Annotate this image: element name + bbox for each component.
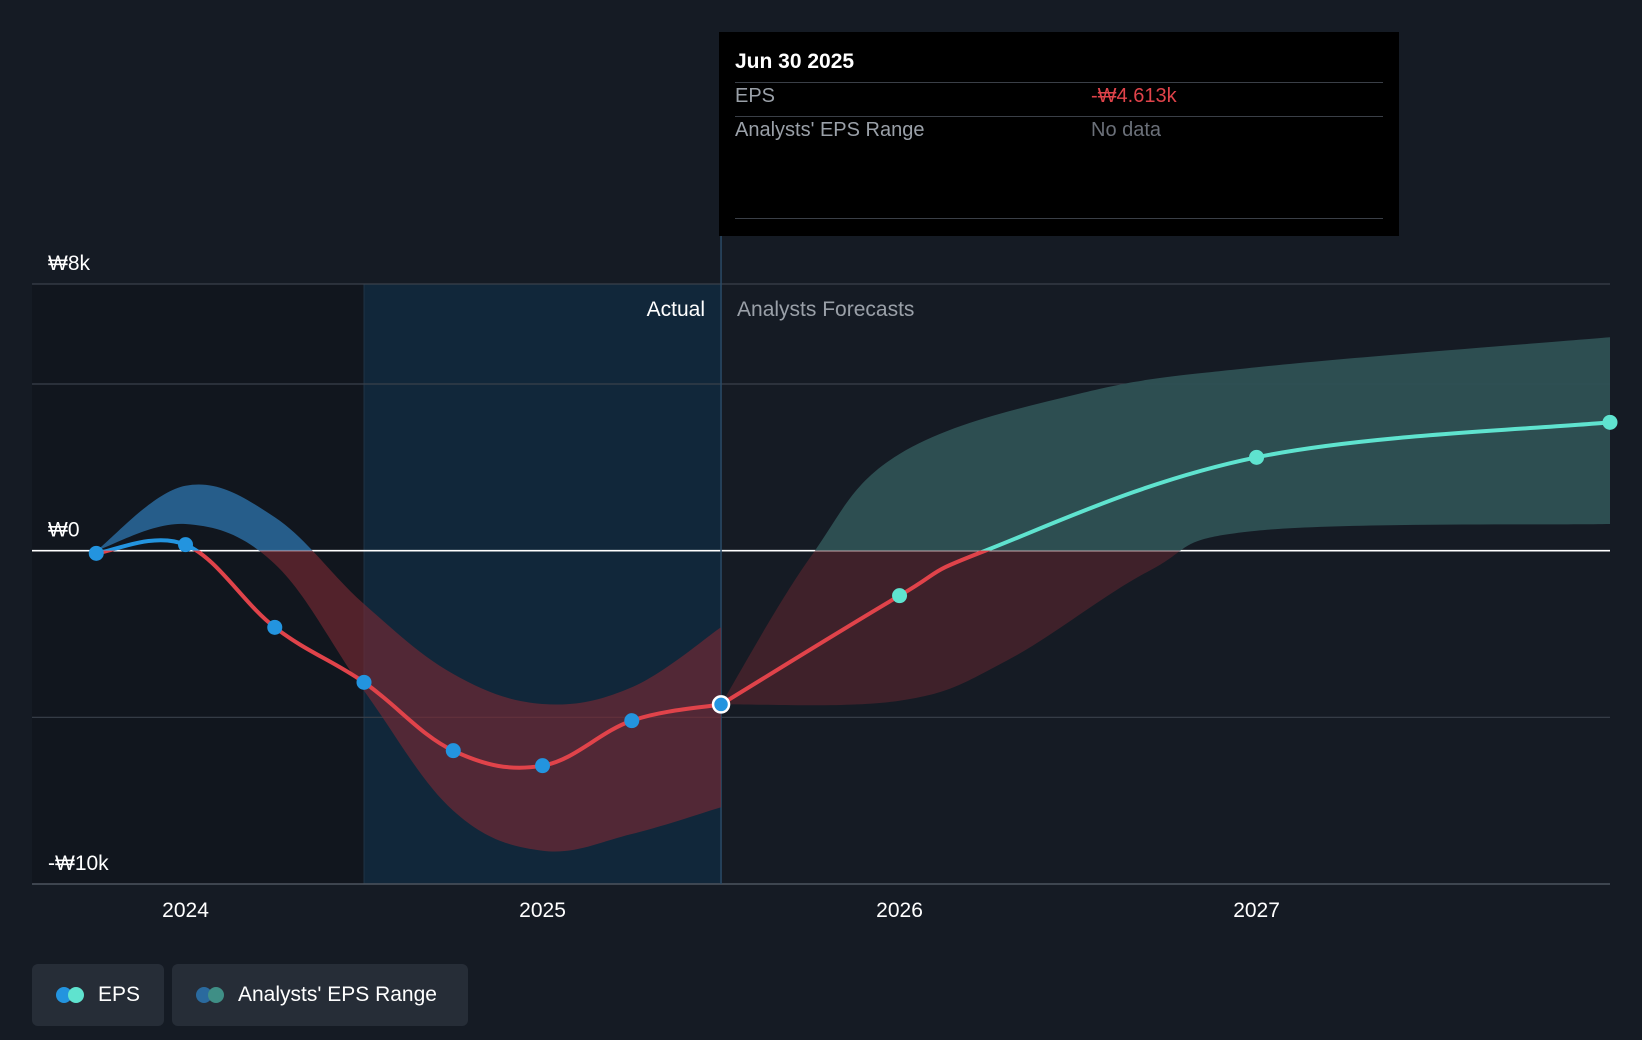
eps-line-forecast-positive xyxy=(979,420,1612,551)
chart-points-layer[interactable] xyxy=(88,414,1618,774)
eps-point[interactable] xyxy=(356,674,372,690)
eps-line-actual-negative xyxy=(94,550,723,770)
legend-dot xyxy=(208,987,224,1003)
eps-point[interactable] xyxy=(1249,449,1265,465)
x-tick-label: 2027 xyxy=(1233,899,1280,922)
tooltip-divider xyxy=(735,116,1383,117)
tooltip-range-value: No data xyxy=(1091,119,1162,141)
eps-point-selected[interactable] xyxy=(711,695,731,714)
eps-point[interactable] xyxy=(892,588,908,604)
tooltip-eps-label: EPS xyxy=(735,85,776,107)
eps-point[interactable] xyxy=(624,713,640,729)
eps-point[interactable] xyxy=(178,537,194,553)
forecast-region-label: Analysts Forecasts xyxy=(737,298,914,321)
tooltip-divider xyxy=(735,82,1383,83)
legend-item-eps-range[interactable]: Analysts' EPS Range xyxy=(172,964,468,1026)
legend-dot xyxy=(68,987,84,1003)
eps-range-band-forecast-negative xyxy=(721,550,1181,706)
eps-point[interactable] xyxy=(267,619,283,635)
chart-lines-layer xyxy=(94,420,1612,770)
eps-point[interactable] xyxy=(88,545,104,561)
actual-region-label: Actual xyxy=(647,298,705,321)
legend-range-label: Analysts' EPS Range xyxy=(238,983,437,1006)
tooltip-date: Jun 30 2025 xyxy=(735,50,855,73)
chart-labels-layer: ₩8k ₩0 -₩10k 2024 2025 2026 2027 Actual Analysts… xyxy=(48,252,1280,922)
eps-line-forecast-negative xyxy=(719,550,991,707)
x-tick-label: 2025 xyxy=(519,899,566,922)
tooltip-panel: Jun 30 2025 EPS -₩4.613k Analysts' EPS R… xyxy=(719,32,1399,236)
tooltip-divider xyxy=(735,218,1383,219)
legend-item-eps[interactable]: EPS xyxy=(32,964,164,1026)
eps-point[interactable] xyxy=(535,758,551,774)
legend-range-icon xyxy=(196,987,226,1003)
legend-eps-icon xyxy=(56,987,86,1003)
tooltip-range-label: Analysts' EPS Range xyxy=(735,119,925,141)
eps-range-band-actual-negative xyxy=(96,550,721,852)
eps-point[interactable] xyxy=(445,743,461,759)
eps-point[interactable] xyxy=(1602,414,1618,430)
x-tick-label: 2024 xyxy=(162,899,209,922)
tooltip-eps-value: -₩4.613k xyxy=(1091,85,1177,107)
legend-eps-label: EPS xyxy=(97,983,140,1006)
chart-range-layer xyxy=(96,337,1610,852)
x-tick-label: 2026 xyxy=(876,899,923,922)
y-tick-label: ₩8k xyxy=(48,252,91,275)
eps-range-band-forecast-positive xyxy=(814,337,1610,551)
eps-range-band-actual-positive xyxy=(96,484,313,551)
y-tick-label: ₩0 xyxy=(48,519,80,542)
y-tick-label: -₩10k xyxy=(48,852,109,875)
